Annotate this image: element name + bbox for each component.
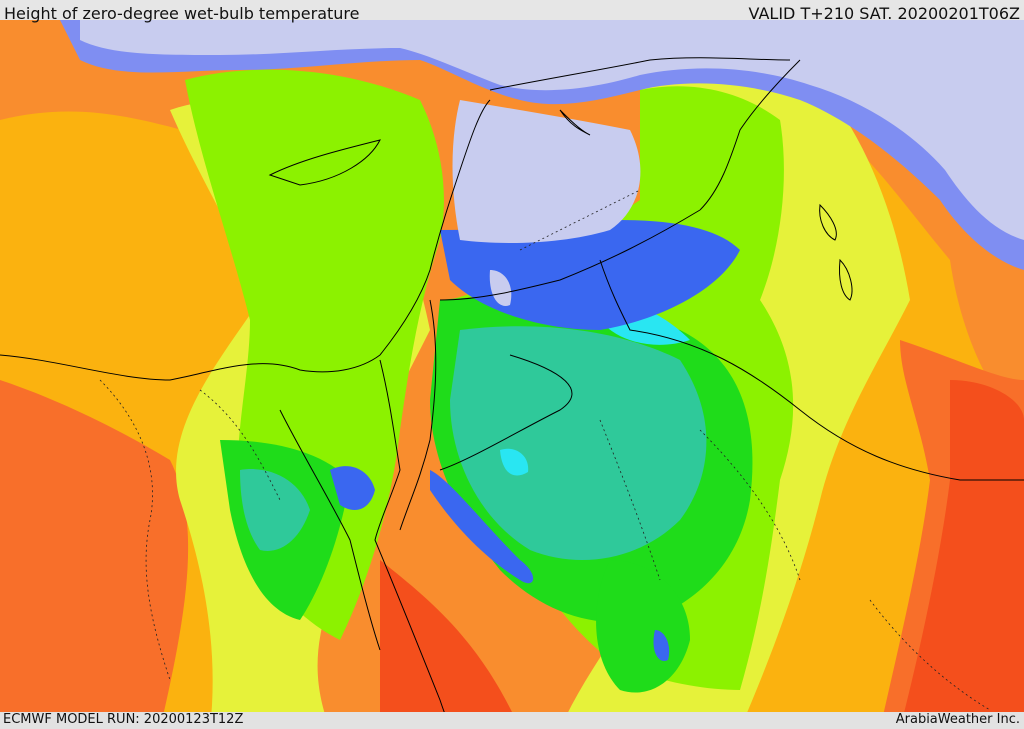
admin-line-1 [99, 379, 171, 681]
turkey-border [489, 57, 791, 91]
admin-boundaries [99, 189, 991, 711]
coastlines [0, 57, 1024, 729]
blue-strip-sinai [430, 470, 534, 584]
footer-strip [0, 712, 1024, 729]
field-red-orange-west [0, 380, 189, 729]
field-lavender-north [80, 20, 1024, 240]
field-lavender-syria [452, 100, 641, 243]
iraq-saudi-border [599, 259, 1024, 481]
island-2 [839, 258, 853, 301]
lake-outline [559, 109, 591, 136]
admin-line-4 [699, 429, 801, 581]
syria-iraq-border [439, 209, 701, 301]
field-teal-sinai [240, 469, 310, 551]
blue-spot-sinai [330, 466, 375, 510]
field-deep-red-south [380, 560, 520, 729]
mediterranean-coast [0, 99, 491, 381]
field-blue-tongue [440, 220, 740, 330]
map-title: Height of zero-degree wet-bulb temperatu… [4, 4, 360, 23]
cyprus-outline [268, 139, 381, 186]
field-teal-core [450, 326, 707, 560]
field-deep-red-east [900, 380, 1024, 729]
cyan-spot-1 [500, 448, 529, 476]
island-1 [819, 203, 837, 241]
admin-line-2 [199, 389, 281, 501]
blue-spot-south [653, 630, 670, 661]
admin-line-3 [599, 419, 661, 581]
lavender-spot [489, 270, 512, 306]
credit-label: ArabiaWeather Inc. [895, 712, 1020, 727]
iraq-iran-border [699, 59, 801, 211]
saudi-jordan-border [439, 354, 573, 471]
header-strip [0, 0, 1024, 20]
egypt-border [374, 359, 456, 729]
gulf-of-suez [279, 409, 381, 651]
field-periwinkle-north [60, 20, 1024, 270]
israel-jordan-border [399, 299, 437, 531]
valid-time: VALID T+210 SAT. 20200201T06Z [748, 4, 1020, 23]
model-run-label: ECMWF MODEL RUN: 20200123T12Z [3, 712, 244, 727]
